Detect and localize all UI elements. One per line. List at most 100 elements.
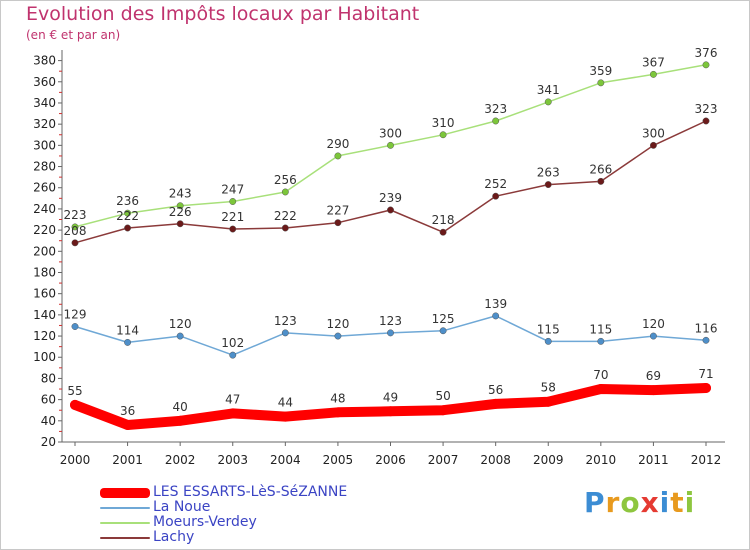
data-label: 120 [326, 317, 349, 331]
data-label: 115 [589, 322, 612, 336]
data-point [385, 406, 396, 417]
x-tick-label: 2006 [375, 453, 406, 467]
x-tick-label: 2005 [323, 453, 354, 467]
data-label: 256 [274, 173, 297, 187]
legend-swatch [100, 536, 150, 539]
data-label: 266 [589, 162, 612, 176]
data-point [71, 323, 79, 330]
data-point [176, 202, 184, 210]
data-label: 36 [120, 404, 135, 418]
y-tick-label: 360 [33, 75, 56, 89]
data-point [649, 141, 657, 149]
data-label: 323 [695, 102, 718, 116]
data-label: 44 [278, 396, 293, 410]
legend-item: Lachy [100, 530, 420, 545]
y-tick-label: 160 [33, 287, 56, 301]
data-label: 226 [169, 205, 192, 219]
y-tick-label: 240 [33, 202, 56, 216]
data-point [387, 141, 394, 149]
data-label: 323 [484, 102, 507, 116]
data-label: 300 [642, 126, 665, 140]
data-point [702, 61, 710, 69]
data-point [595, 384, 606, 395]
data-point [597, 337, 605, 345]
data-point [124, 338, 132, 346]
y-tick-label: 320 [33, 117, 56, 131]
x-tick-label: 2011 [638, 453, 669, 467]
x-tick-label: 2012 [691, 453, 722, 467]
data-point [71, 223, 79, 231]
data-label: 222 [274, 209, 297, 223]
data-label: 47 [225, 392, 240, 406]
data-point [490, 398, 501, 409]
brand-logo: Proxiti [584, 486, 695, 519]
data-point [702, 336, 710, 344]
x-tick-label: 2003 [217, 453, 248, 467]
data-point [439, 131, 447, 139]
legend-label: Moeurs-Verdey [153, 514, 257, 530]
legend-item: La Noue [100, 500, 420, 515]
data-point [229, 351, 237, 359]
data-point [438, 405, 449, 416]
legend-item: LES ESSARTS-LèS-SéZANNE [100, 485, 420, 500]
data-label: 367 [642, 55, 665, 69]
data-point [176, 332, 184, 340]
legend-item: Moeurs-Verdey [100, 515, 420, 530]
y-tick-label: 40 [41, 414, 56, 428]
data-label: 115 [537, 322, 560, 336]
data-label: 48 [330, 391, 345, 405]
data-point [176, 220, 184, 228]
x-tick-label: 2008 [480, 453, 511, 467]
data-label: 252 [484, 177, 507, 191]
data-point [334, 219, 342, 227]
data-label: 129 [64, 308, 87, 322]
data-label: 114 [116, 323, 139, 337]
data-point [439, 228, 447, 236]
data-point [124, 224, 132, 232]
data-label: 123 [379, 314, 402, 328]
data-label: 123 [274, 314, 297, 328]
data-label: 218 [432, 213, 455, 227]
data-label: 236 [116, 194, 139, 208]
data-label: 139 [484, 297, 507, 311]
y-tick-label: 220 [33, 223, 56, 237]
data-point [281, 188, 289, 196]
data-point [227, 408, 238, 419]
data-label: 221 [221, 210, 244, 224]
data-label: 69 [646, 369, 661, 383]
x-tick-label: 2001 [112, 453, 143, 467]
data-label: 71 [698, 367, 713, 381]
data-point [492, 192, 500, 200]
y-tick-label: 200 [33, 244, 56, 258]
data-label: 247 [221, 183, 244, 197]
x-tick-label: 2007 [428, 453, 459, 467]
y-tick-label: 80 [41, 371, 56, 385]
chart-subtitle: (en € et par an) [26, 28, 121, 42]
data-point [439, 327, 447, 335]
data-point [175, 415, 186, 426]
legend-swatch [100, 506, 150, 509]
data-label: 40 [173, 400, 188, 414]
data-label: 102 [221, 336, 244, 350]
data-point [332, 407, 343, 418]
chart-title: Evolution des Impôts locaux par Habitant [26, 3, 420, 25]
y-tick-label: 60 [41, 393, 56, 407]
data-point [544, 98, 552, 106]
data-label: 70 [593, 368, 608, 382]
data-label: 227 [326, 204, 349, 218]
data-label: 116 [695, 321, 718, 335]
data-point [387, 206, 394, 214]
data-point [281, 224, 289, 232]
data-point [544, 337, 552, 345]
data-label: 58 [541, 381, 556, 395]
x-tick-label: 2010 [586, 453, 617, 467]
data-point [702, 117, 710, 125]
chart-legend: LES ESSARTS-LèS-SéZANNE La Noue Moeurs-Ver… [100, 485, 420, 545]
data-point [229, 198, 237, 205]
legend-label: La Noue [153, 499, 211, 515]
data-point [387, 329, 394, 337]
data-point [124, 209, 132, 217]
data-label: 56 [488, 383, 503, 397]
